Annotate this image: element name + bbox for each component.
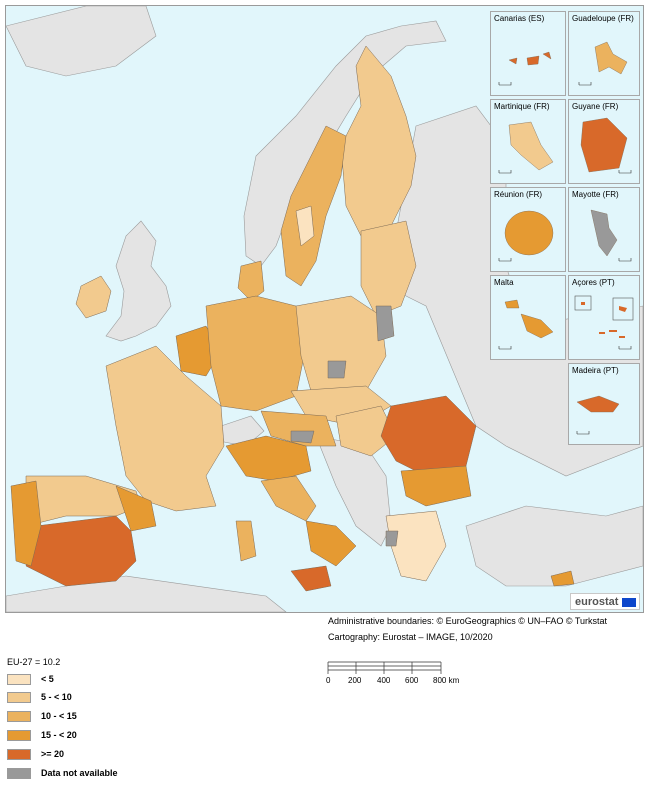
legend-label: 5 - < 10 [41, 692, 72, 702]
inset-guyane: Guyane (FR) [568, 99, 640, 184]
inset-title-guadeloupe: Guadeloupe (FR) [572, 14, 634, 23]
legend-label: >= 20 [41, 749, 65, 759]
inset-title-guyane: Guyane (FR) [572, 102, 619, 111]
region-fr [105, 345, 225, 512]
region-pl [295, 295, 387, 392]
inset-title-reunion: Réunion (FR) [494, 190, 543, 199]
region-baltic [360, 220, 417, 317]
region-cy [550, 570, 575, 587]
eu-flag-icon [622, 598, 636, 607]
region-na-hr [290, 430, 315, 444]
inset-acores: Açores (PT) [568, 275, 640, 360]
region-ie [75, 275, 112, 319]
inset-canarias: Canarias (ES) [490, 11, 566, 96]
greenland-iceland-land [6, 6, 157, 77]
legend-swatch [7, 711, 31, 722]
uk-land [105, 220, 172, 342]
inset-guadeloupe: Guadeloupe (FR) [568, 11, 640, 96]
region-se [280, 125, 347, 287]
inset-title-madeira: Madeira (PT) [572, 366, 619, 375]
region-ro [380, 395, 477, 477]
inset-madeira: Madeira (PT) [568, 363, 640, 445]
legend-label: Data not available [41, 768, 118, 778]
region-it-south [305, 520, 357, 567]
scale-label: 0 [326, 676, 331, 685]
region-se2 [295, 205, 315, 247]
inset-malta: Malta [490, 275, 566, 360]
legend-swatch [7, 749, 31, 760]
turkey-land [465, 505, 643, 587]
inset-martinique: Martinique (FR) [490, 99, 566, 184]
inset-mayotte: Mayotte (FR) [568, 187, 640, 272]
credit-cartography: Cartography: Eurostat – IMAGE, 10/2020 [328, 632, 493, 642]
region-it-north [225, 435, 312, 482]
scale-label: 200 [348, 676, 362, 685]
region-na-gr [385, 530, 399, 547]
region-na-pl [375, 305, 395, 342]
scale-label: 800 km [433, 676, 460, 685]
scale-label: 400 [377, 676, 391, 685]
legend-label: 10 - < 15 [41, 711, 77, 721]
credit-boundaries: Administrative boundaries: © EuroGeograp… [328, 616, 608, 626]
legend-swatch [7, 730, 31, 741]
region-hu [335, 405, 397, 457]
region-it-sicily [290, 565, 332, 592]
scale-label: 600 [405, 676, 419, 685]
inset-title-martinique: Martinique (FR) [494, 102, 550, 111]
region-dk [237, 260, 265, 302]
inset-title-mayotte: Mayotte (FR) [572, 190, 619, 199]
region-na-cz [327, 360, 347, 379]
inset-title-canarias: Canarias (ES) [494, 14, 545, 23]
map-frame: Canarias (ES) Guadeloupe (FR) Martinique… [5, 5, 644, 613]
region-bg [400, 465, 472, 507]
legend-swatch [7, 674, 31, 685]
eurostat-logo: eurostat [570, 593, 640, 610]
legend-label: < 5 [41, 674, 54, 684]
region-es-catalonia [115, 485, 157, 532]
legend-label: 15 - < 20 [41, 730, 77, 740]
main-map [6, 6, 643, 612]
legend-swatch [7, 692, 31, 703]
region-sardinia [235, 520, 257, 562]
region-de [205, 295, 307, 412]
legend-swatch [7, 768, 31, 779]
region-fi [340, 45, 417, 237]
region-es-central [25, 515, 137, 587]
north-africa-land [6, 575, 287, 612]
region-at-si-hr [260, 410, 337, 447]
inset-reunion: Réunion (FR) [490, 187, 566, 272]
inset-title-acores: Açores (PT) [572, 278, 615, 287]
scale-bar [327, 661, 442, 674]
region-pt [10, 480, 42, 567]
legend-title: EU-27 = 10.2 [7, 657, 61, 667]
logo-text: eurostat [575, 596, 619, 608]
inset-title-malta: Malta [494, 278, 514, 287]
region-it-centre [260, 475, 317, 522]
